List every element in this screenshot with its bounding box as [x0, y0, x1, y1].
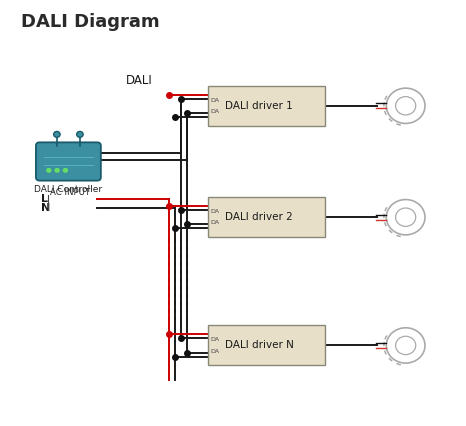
Text: DA: DA	[211, 220, 219, 225]
Bar	[208, 86, 325, 126]
Text: L: L	[41, 194, 48, 204]
Text: DA: DA	[211, 109, 219, 114]
Text: DALI Controller: DALI Controller	[34, 185, 103, 194]
Text: DA: DA	[211, 348, 219, 354]
Text: DALI Diagram: DALI Diagram	[21, 13, 160, 31]
Circle shape	[62, 168, 68, 173]
Text: N: N	[41, 202, 50, 213]
Text: DA: DA	[211, 337, 219, 343]
Text: DA: DA	[211, 209, 219, 214]
Text: DALI driver 2: DALI driver 2	[225, 212, 293, 222]
Circle shape	[46, 168, 52, 173]
Text: DALI driver N: DALI driver N	[225, 340, 294, 351]
Text: DA: DA	[211, 98, 219, 103]
FancyBboxPatch shape	[36, 142, 101, 181]
Circle shape	[77, 132, 83, 137]
Text: AC INPUT: AC INPUT	[50, 188, 90, 197]
Bar	[208, 325, 325, 366]
Bar	[208, 197, 325, 237]
Circle shape	[55, 168, 60, 173]
Text: DALI driver 1: DALI driver 1	[225, 101, 293, 111]
Circle shape	[54, 132, 60, 137]
Text: DALI: DALI	[126, 74, 152, 87]
